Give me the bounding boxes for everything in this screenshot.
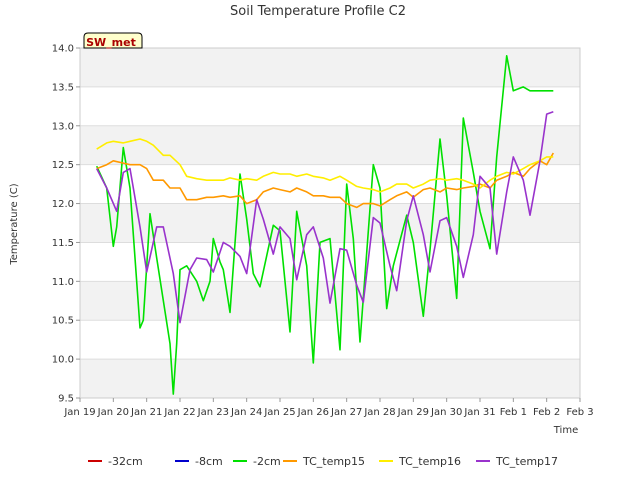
y-tick-label: 9.5 bbox=[58, 394, 74, 405]
y-tick-label: 11.0 bbox=[52, 277, 74, 288]
y-tick-label: 12.5 bbox=[52, 160, 74, 171]
x-tick-label: Jan 30 bbox=[430, 407, 462, 418]
x-tick-label: Jan 27 bbox=[330, 407, 362, 418]
plot-background bbox=[80, 48, 580, 399]
x-tick-label: Jan 21 bbox=[130, 407, 162, 418]
series-line-2cm bbox=[95, 54, 554, 395]
x-tick-label: Feb 1 bbox=[500, 407, 527, 418]
x-tick-label: Jan 29 bbox=[397, 407, 429, 418]
x-tick-label: Jan 25 bbox=[263, 407, 295, 418]
legend-label: -2cm bbox=[253, 455, 281, 468]
grid-band bbox=[80, 48, 580, 87]
x-tick-label: Jan 23 bbox=[197, 407, 229, 418]
x-tick-label: Feb 3 bbox=[566, 407, 593, 418]
series-layer bbox=[95, 54, 554, 395]
y-tick-label: 13.0 bbox=[52, 121, 74, 132]
x-tick-label: Jan 31 bbox=[463, 407, 495, 418]
y-tick-label: 10.0 bbox=[52, 355, 74, 366]
x-tick-label: Jan 19 bbox=[63, 407, 95, 418]
grid-band bbox=[80, 203, 580, 243]
legend-label: TC_temp16 bbox=[398, 455, 461, 468]
sw-met-badge: SW_met bbox=[83, 32, 143, 49]
y-axis-label: Temperature (C) bbox=[9, 183, 20, 265]
legend-label: -8cm bbox=[195, 455, 223, 468]
legend: -32cm -8cm -2cm TC_temp15 TC_temp16 TC_temp17 bbox=[88, 455, 558, 468]
x-axis-label: Time bbox=[553, 425, 578, 436]
x-tick-label: Jan 20 bbox=[97, 407, 129, 418]
x-axis-ticks: Jan 19 Jan 20 Jan 21 Jan 22 Jan 23 Jan 24 Jan … bbox=[63, 398, 594, 418]
legend-label: -32cm bbox=[108, 455, 143, 468]
y-tick-label: 13.5 bbox=[52, 82, 74, 93]
y-tick-label: 12.0 bbox=[52, 199, 74, 210]
y-axis-ticks: 9.5 10.0 10.5 11.0 11.5 12.0 12.5 13.0 13.5 14.0 bbox=[52, 44, 80, 405]
x-tick-label: Feb 2 bbox=[533, 407, 560, 418]
plot-frame bbox=[79, 47, 581, 399]
y-tick-label: 11.5 bbox=[52, 238, 74, 249]
x-tick-label: Jan 26 bbox=[297, 407, 329, 418]
chart-title: Soil Temperature Profile C2 bbox=[230, 4, 406, 19]
grid-band bbox=[80, 359, 580, 398]
legend-label: TC_temp15 bbox=[302, 455, 365, 468]
grid-band bbox=[80, 125, 580, 165]
badge-label: SW_met bbox=[86, 36, 136, 49]
x-tick-label: Jan 22 bbox=[163, 407, 195, 418]
series-line-tctemp17 bbox=[95, 111, 554, 324]
y-tick-label: 14.0 bbox=[52, 44, 74, 55]
y-tick-label: 10.5 bbox=[52, 316, 74, 327]
badge-box bbox=[83, 32, 143, 49]
legend-label: TC_temp17 bbox=[495, 455, 558, 468]
x-tick-label: Jan 24 bbox=[230, 407, 262, 418]
x-tick-label: Jan 28 bbox=[363, 407, 395, 418]
